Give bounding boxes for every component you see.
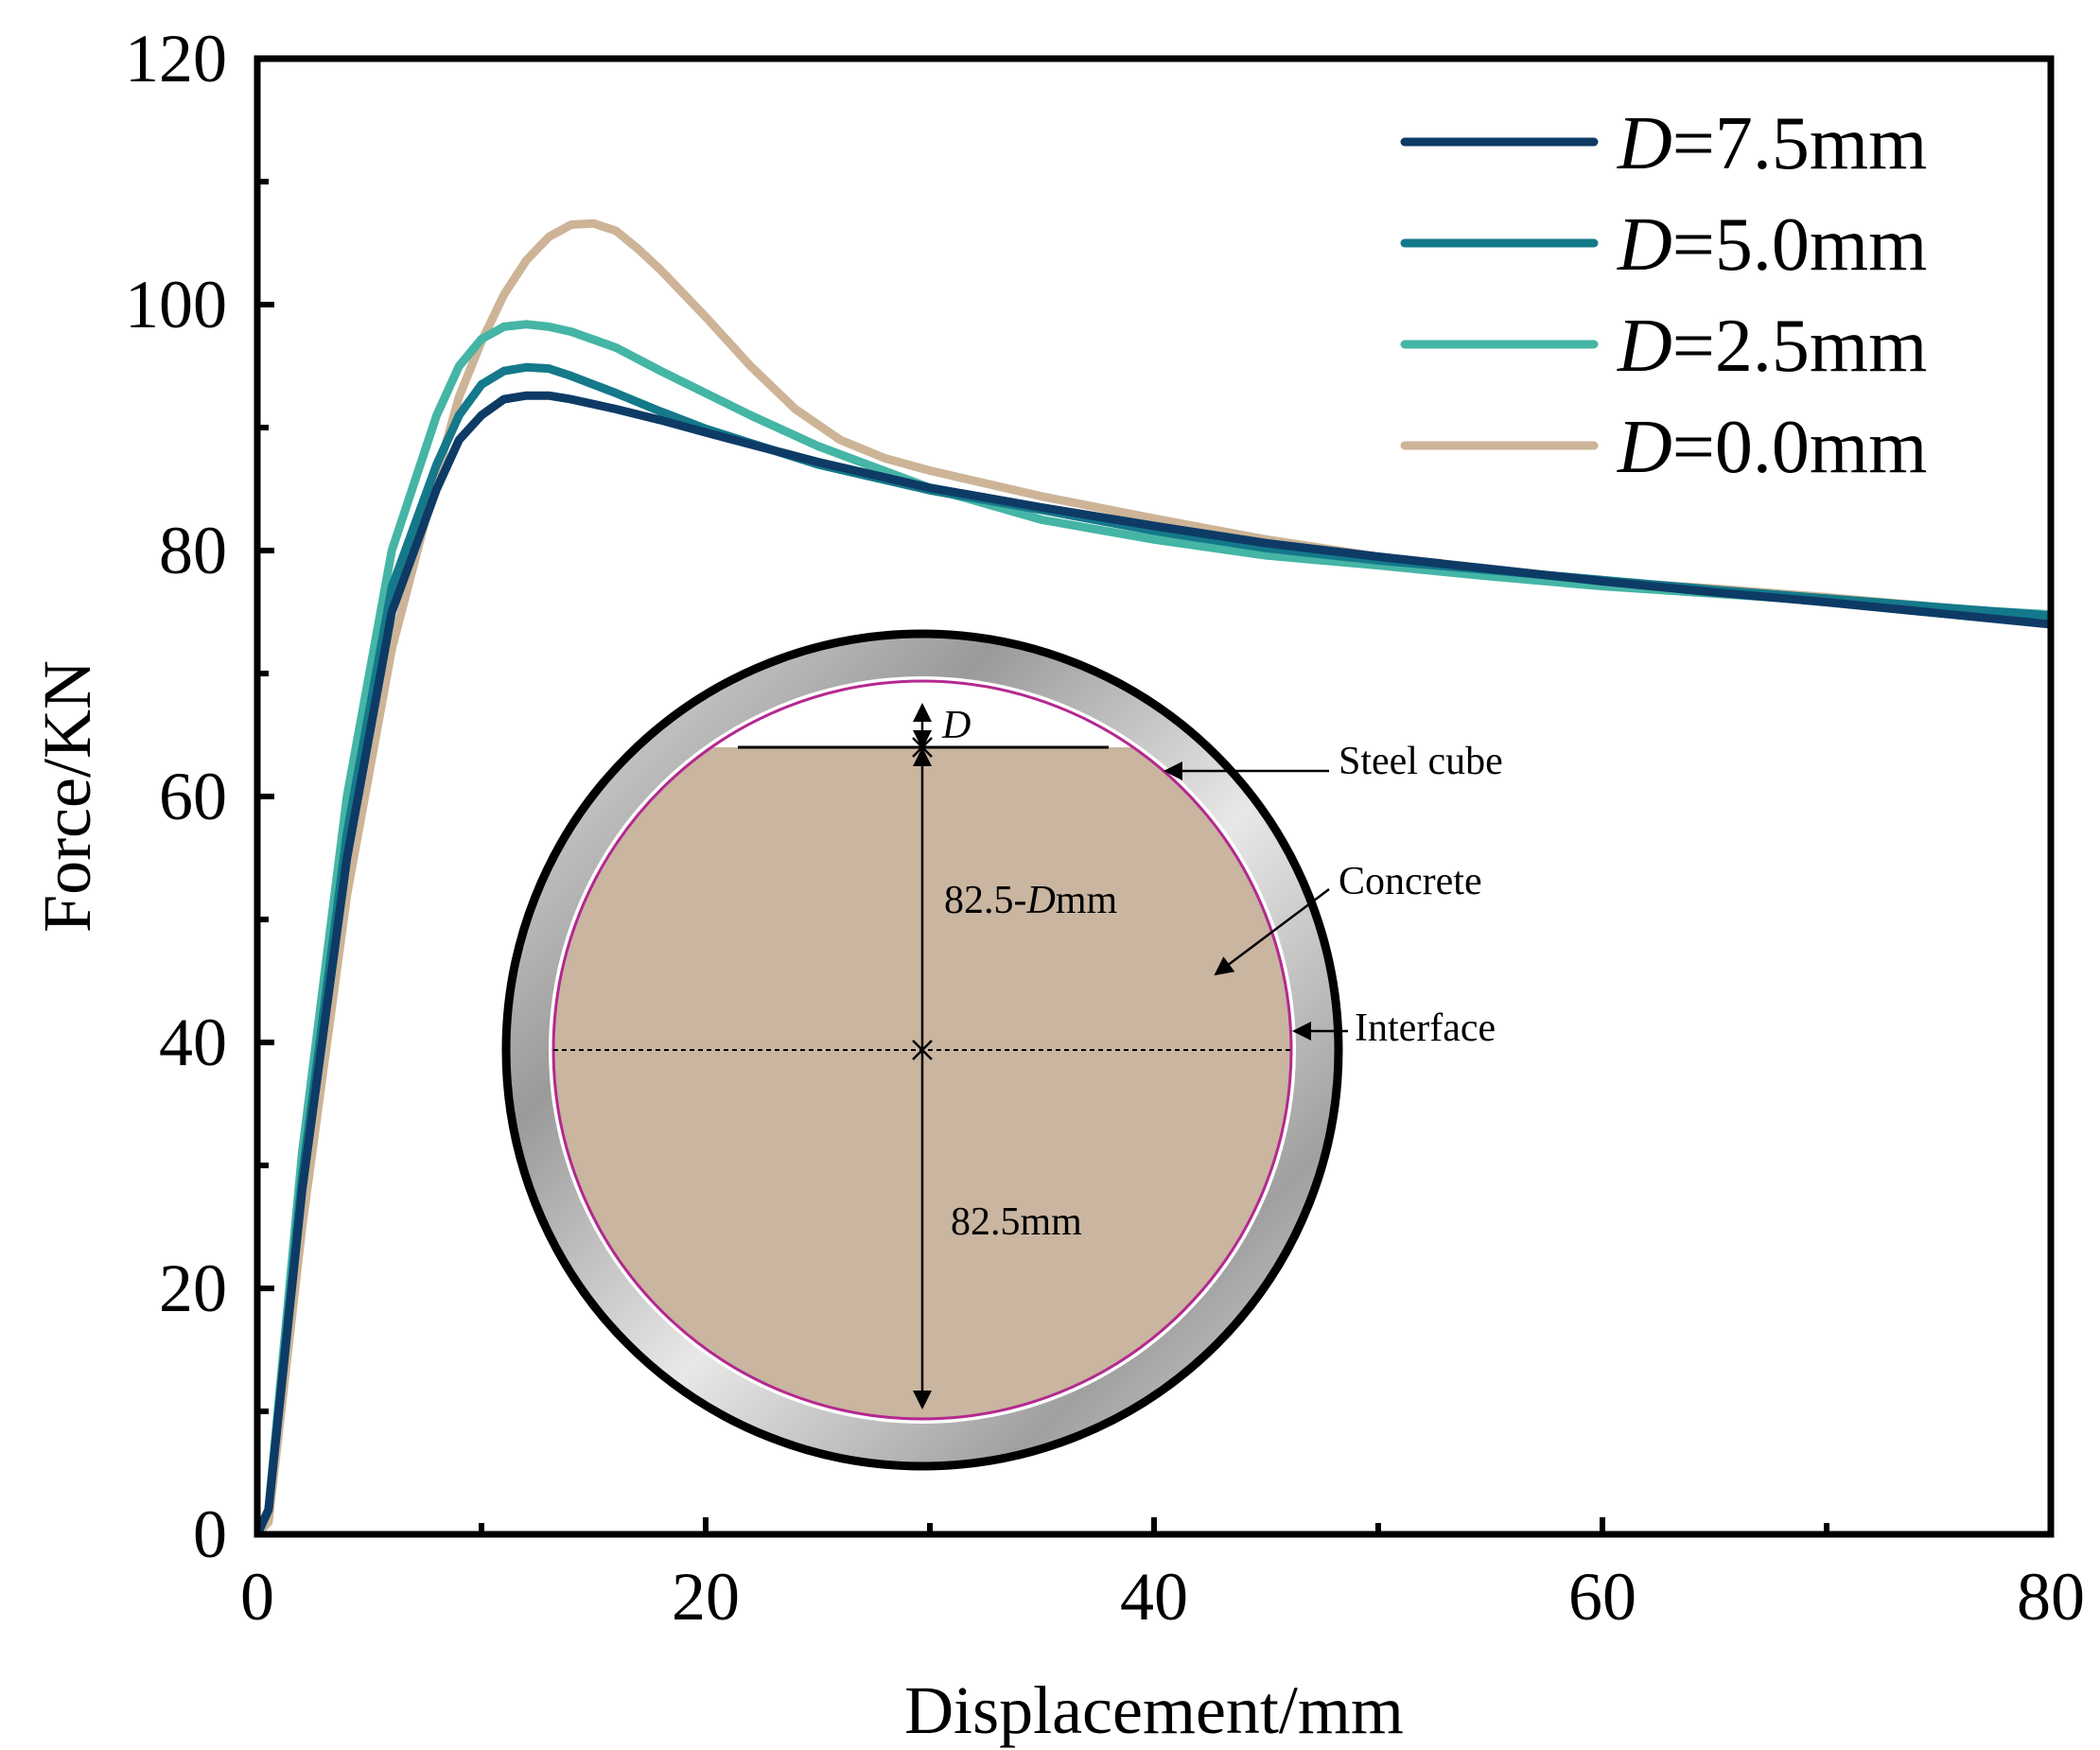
top-mark — [912, 737, 933, 758]
y-tick-label: 120 — [125, 21, 227, 96]
series-line-75 — [257, 391, 2051, 1534]
legend-label: D=5.0mm — [1617, 203, 1927, 287]
y-tick-label: 60 — [159, 759, 227, 834]
y-tick-label: 80 — [159, 513, 227, 588]
x-tick-label: 40 — [1120, 1559, 1188, 1635]
series-line-25 — [257, 320, 2051, 1534]
legend-label-var: D — [1617, 406, 1672, 489]
legend-label-var: D — [1617, 305, 1672, 388]
legend-label: D=2.5mm — [1617, 305, 1927, 388]
interface-label: Interface — [1355, 1006, 1496, 1050]
legend-label-var: D — [1617, 203, 1672, 287]
cross-section-inset: D 82.5-Dmm 82.5mm Steel cube Concrete In… — [501, 629, 1503, 1471]
x-tick-label: 60 — [1568, 1559, 1636, 1635]
legend-label-value: =2.5mm — [1672, 305, 1928, 388]
y-tick-label: 100 — [125, 267, 227, 342]
legend-label-var: D — [1617, 102, 1672, 185]
x-tick-label: 80 — [2017, 1559, 2085, 1635]
x-axis-title: Displacement/mm — [904, 1672, 1404, 1748]
legend-label-value: =7.5mm — [1672, 102, 1928, 185]
x-tick-label: 0 — [240, 1559, 274, 1635]
ticks-group: 0 20 40 60 80 0 20 40 60 80 100 120 — [125, 21, 2085, 1635]
series-group — [257, 219, 2051, 1534]
y-tick-label: 40 — [159, 1005, 227, 1080]
legend-label: D=0.0mm — [1617, 406, 1927, 489]
y-tick-label: 20 — [159, 1251, 227, 1326]
center-mark — [912, 1040, 933, 1060]
top-dimension-label: 82.5-Dmm — [944, 879, 1118, 922]
y-tick-label: 0 — [193, 1496, 227, 1572]
bottom-dimension-label: 82.5mm — [951, 1200, 1082, 1244]
legend-label-value: =5.0mm — [1672, 203, 1928, 287]
legend-label-value: =0.0mm — [1672, 406, 1928, 489]
x-tick-label: 20 — [672, 1559, 740, 1635]
steel-label: Steel cube — [1339, 740, 1503, 783]
d-label: D — [941, 704, 971, 747]
concrete-label: Concrete — [1339, 860, 1482, 903]
concrete-callout-arrow — [1214, 888, 1330, 976]
legend-label: D=7.5mm — [1617, 102, 1927, 185]
y-axis-title: Force/KN — [29, 660, 105, 933]
